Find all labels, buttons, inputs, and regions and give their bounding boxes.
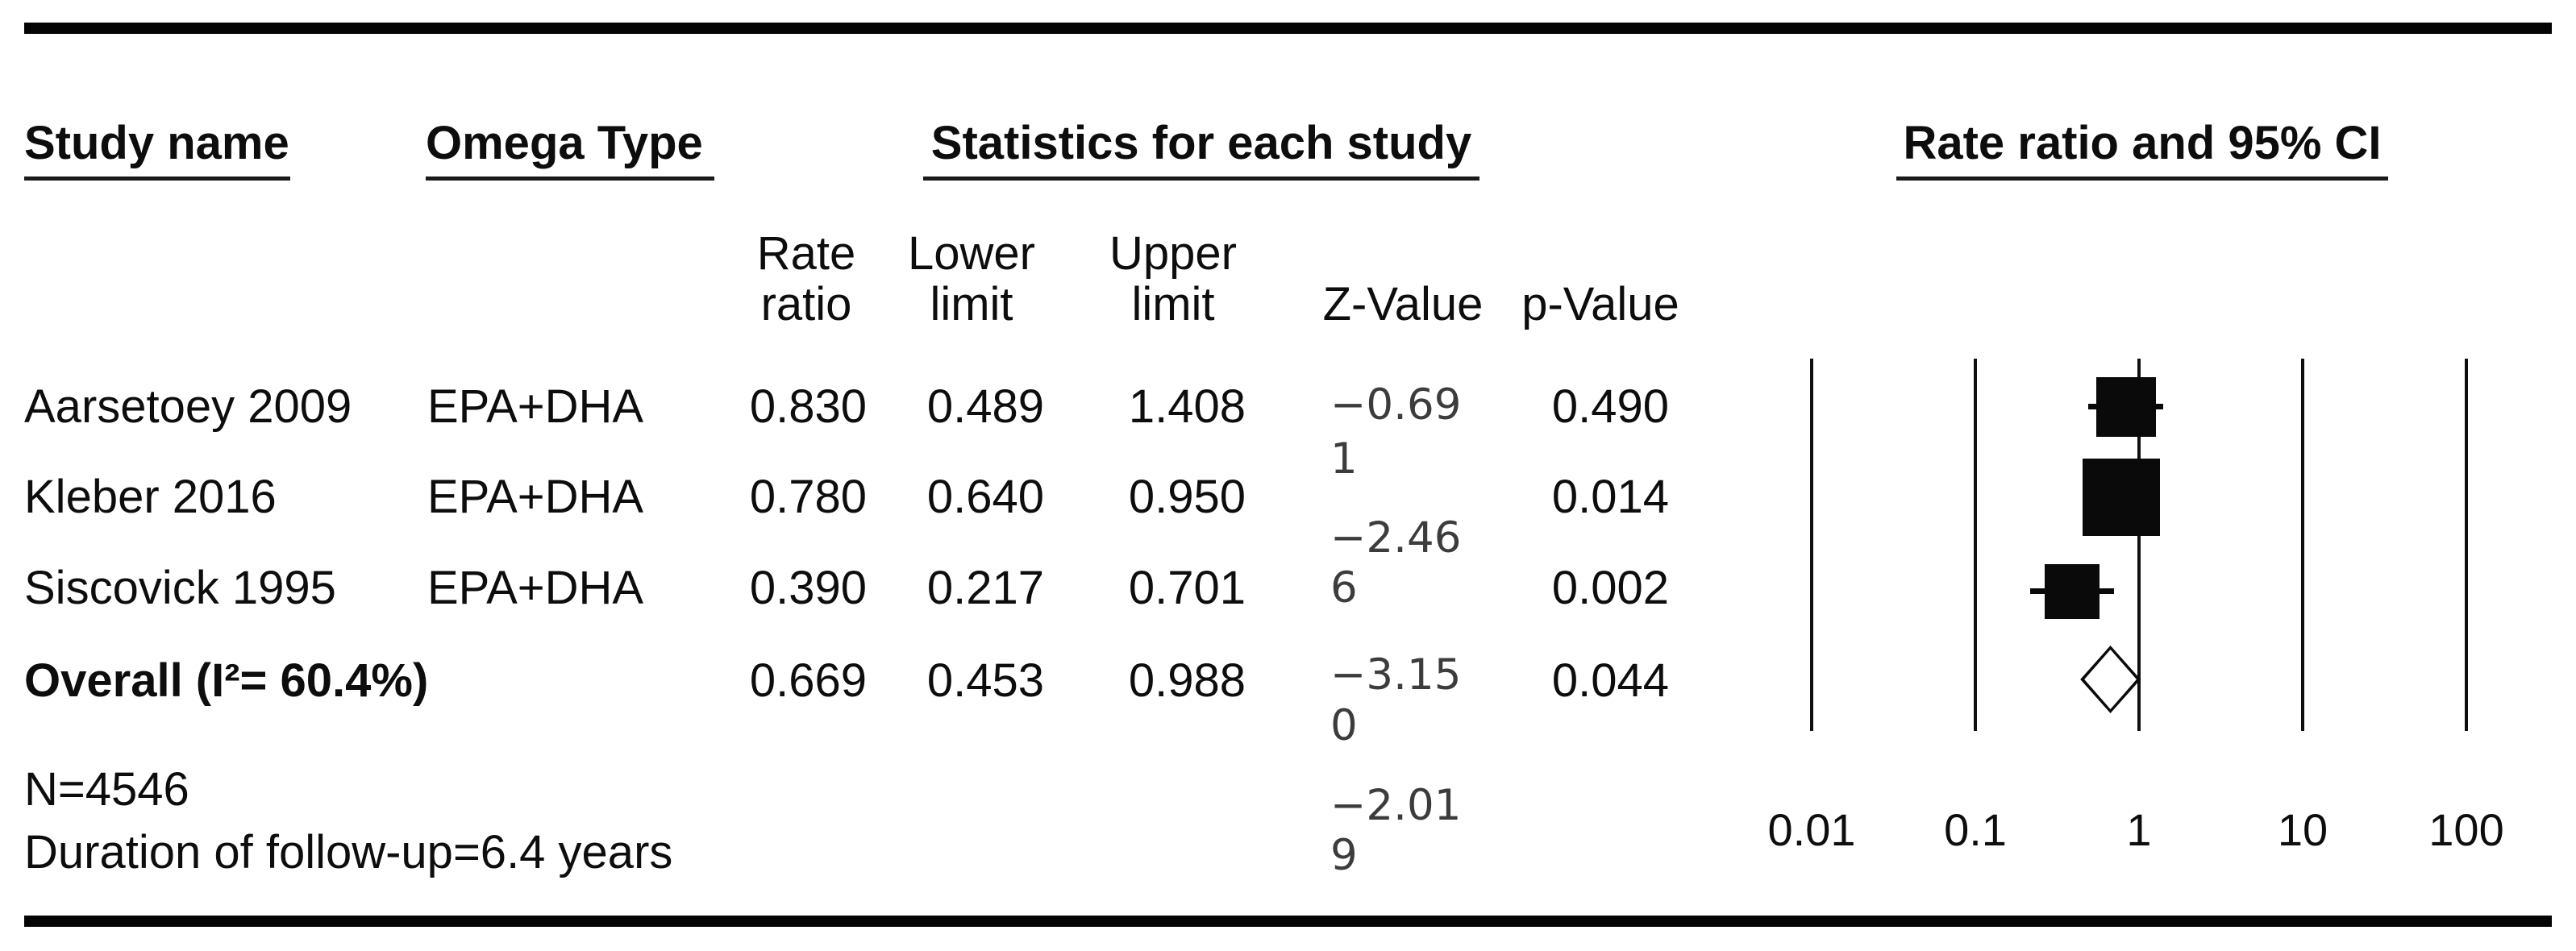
z-value-cell-line1: −3.15 <box>1330 650 1462 700</box>
upper-limit-cell: 0.988 <box>1128 654 1246 707</box>
rate-ratio-cell: 0.390 <box>749 562 867 614</box>
lower-limit-cell: 0.489 <box>926 380 1044 433</box>
p-value-cell: 0.002 <box>1551 562 1669 614</box>
upper-limit-cell: 0.701 <box>1128 562 1246 614</box>
sample-size-note: N=4546 <box>24 763 189 816</box>
study-weight-square <box>2044 564 2100 619</box>
upper-limit-column-header-line2: limit <box>1131 278 1215 330</box>
lower-limit-cell: 0.453 <box>926 654 1044 707</box>
axis-tick-label: 100 <box>2428 804 2504 855</box>
z-value-column-header: Z-Value <box>1322 278 1484 330</box>
p-value-cell: 0.044 <box>1551 654 1669 707</box>
axis-gridline <box>1974 359 1977 731</box>
rate-ratio-cell: 0.669 <box>749 654 867 707</box>
axis-tick-label: 10 <box>2277 804 2328 855</box>
study-name-cell: Aarsetoey 2009 <box>24 380 352 433</box>
study-name-header: Study name <box>24 120 290 181</box>
z-value-cell-line2: 0 <box>1330 701 1358 750</box>
followup-duration-note: Duration of follow-up=6.4 years <box>24 826 673 878</box>
rate-ratio-cell: 0.780 <box>749 471 867 523</box>
omega-type-cell: EPA+DHA <box>427 471 644 523</box>
upper-limit-cell: 0.950 <box>1128 471 1246 523</box>
omega-type-header: Omega Type <box>426 120 714 181</box>
z-value-cell-line2: 1 <box>1330 434 1358 484</box>
p-value-cell: 0.490 <box>1551 380 1669 433</box>
statistics-group-header: Statistics for each study <box>923 120 1479 181</box>
rate-ratio-column-header-line2: ratio <box>760 278 852 330</box>
lower-limit-cell: 0.640 <box>926 471 1044 523</box>
lower-limit-cell: 0.217 <box>926 562 1044 614</box>
upper-limit-column-header-line1: Upper <box>1109 227 1237 280</box>
bottom-rule <box>24 916 2552 927</box>
omega-type-cell: EPA+DHA <box>427 562 644 614</box>
z-value-cell-line2: 6 <box>1330 563 1358 613</box>
z-value-cell-line1: −2.01 <box>1330 781 1462 830</box>
study-weight-square <box>2095 377 2156 437</box>
overall-row-label: Overall (I²= 60.4%) <box>24 654 429 707</box>
study-weight-square <box>2083 459 2161 536</box>
z-value-cell-line1: −0.69 <box>1330 380 1462 430</box>
top-rule <box>24 23 2552 34</box>
study-name-cell: Kleber 2016 <box>24 471 277 523</box>
rate-ratio-column-header-line1: Rate <box>756 227 856 280</box>
z-value-cell-line1: −2.46 <box>1330 513 1462 563</box>
omega-type-cell: EPA+DHA <box>427 380 644 433</box>
axis-gridline <box>1810 359 1813 731</box>
plot-group-header: Rate ratio and 95% CI <box>1896 120 2388 181</box>
axis-tick-label: 0.1 <box>1944 804 2007 855</box>
p-value-column-header: p-Value <box>1521 278 1679 330</box>
study-name-cell: Siscovick 1995 <box>24 562 336 614</box>
lower-limit-column-header-line1: Lower <box>908 227 1035 280</box>
z-value-cell-line2: 9 <box>1330 831 1358 880</box>
p-value-cell: 0.014 <box>1551 471 1669 523</box>
axis-tick-label: 0.01 <box>1767 804 1856 855</box>
axis-gridline <box>2301 359 2304 731</box>
axis-gridline <box>2465 359 2468 731</box>
upper-limit-cell: 1.408 <box>1128 380 1246 433</box>
axis-tick-label: 1 <box>2126 804 2152 855</box>
axis-gridline <box>2137 359 2141 731</box>
rate-ratio-cell: 0.830 <box>749 380 867 433</box>
lower-limit-column-header-line2: limit <box>930 278 1013 330</box>
overall-diamond-fill <box>2084 650 2137 709</box>
